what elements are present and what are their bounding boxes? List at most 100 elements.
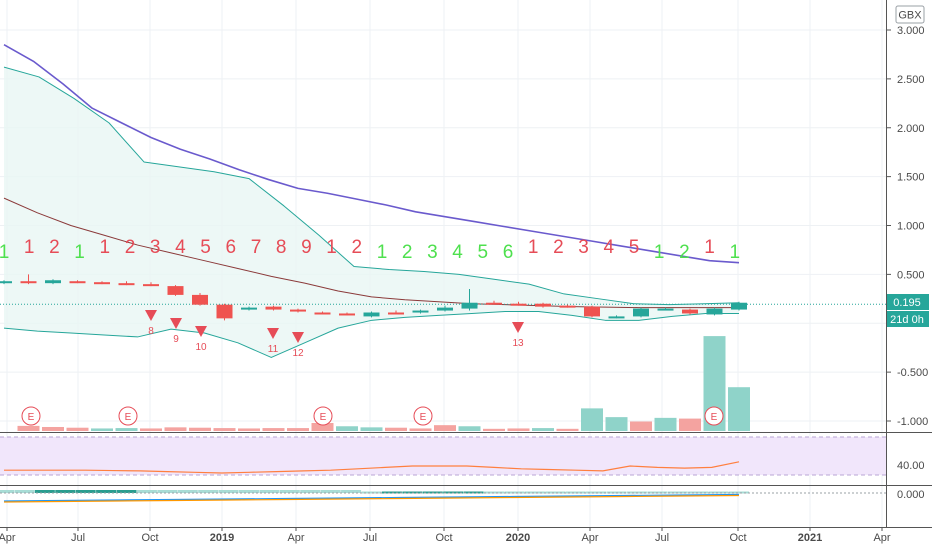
price-tick-label: 1.000	[897, 221, 925, 233]
candle-body	[45, 280, 61, 284]
sell-arrow	[195, 326, 207, 337]
candle-body	[241, 307, 257, 310]
td-count: 8	[276, 237, 287, 258]
candle-body	[535, 303, 551, 307]
sell-signal-count: 10	[195, 342, 207, 353]
price-tick-labels: 3.000 2.500 2.000 1.500 1.000 0.500 -0.500 -1.0…	[887, 25, 928, 428]
time-axis[interactable]: Apr Jul Oct 2019 Apr Jul Oct 2020 Apr Jul Oct 2021 A…	[0, 527, 932, 544]
sell-signal-count: 13	[512, 338, 524, 349]
volume-bar	[728, 387, 750, 431]
candle-body	[731, 302, 747, 310]
candle-body	[192, 294, 208, 305]
macd-histogram-bar	[688, 491, 709, 494]
macd-histogram-bar	[239, 490, 259, 493]
price-tick-label: 0.500	[897, 269, 925, 281]
sell-signal-count: 8	[148, 326, 154, 337]
candle-body	[94, 282, 110, 285]
price-tags: 0.195 21d 0h 40.00 0.000	[887, 294, 929, 501]
time-tick-label: Apr	[873, 532, 890, 544]
td-count: 1	[24, 237, 35, 258]
candle-body	[461, 302, 478, 309]
candle-body	[290, 309, 306, 312]
td-count: 6	[503, 242, 514, 263]
macd-histogram-bar	[136, 490, 157, 493]
volume-bar	[287, 428, 309, 431]
td-count: 2	[125, 237, 136, 258]
countdown-label: 21d 0h	[890, 314, 924, 326]
td-count: 2	[402, 242, 413, 263]
td-count: 9	[301, 237, 312, 258]
earnings-label: E	[125, 412, 132, 423]
candle-body	[388, 312, 404, 315]
price-tick-label: 1.500	[897, 172, 925, 184]
td-count: 1	[100, 237, 111, 258]
td-count: 5	[629, 237, 640, 258]
price-tick-label: 3.000	[897, 25, 925, 37]
volume-bars	[17, 336, 750, 431]
td-count: 1	[74, 242, 85, 263]
td-count: 2	[49, 237, 60, 258]
macd-histogram-bar	[320, 490, 341, 493]
macd-histogram-bar	[524, 491, 545, 494]
time-tick-label: Jul	[363, 532, 377, 544]
macd-histogram-bar	[341, 490, 362, 493]
sell-signals: 8 9 10 11 12 13	[145, 310, 524, 359]
td-count: 3	[427, 242, 438, 263]
volume-bar	[360, 427, 383, 431]
earnings-marker	[704, 406, 724, 426]
time-tick-label: 2021	[798, 532, 822, 544]
candle-body	[657, 308, 674, 311]
volume-bar	[409, 428, 432, 431]
td-count: 7	[251, 237, 262, 258]
earnings-label: E	[28, 412, 35, 423]
sell-arrow	[292, 332, 304, 343]
volume-bar	[483, 428, 505, 431]
earnings-label: E	[711, 412, 718, 423]
volume-bar	[605, 417, 628, 431]
volume-bar	[581, 408, 603, 431]
price-axis[interactable]: GBX	[886, 0, 925, 527]
candle-body	[412, 310, 429, 313]
volume-bar	[703, 336, 726, 431]
td-count: 3	[150, 237, 161, 258]
macd-tick-label: 0.000	[897, 489, 925, 501]
earnings-label: E	[420, 412, 427, 423]
candle-body	[486, 302, 502, 305]
macd-histogram-bar	[565, 491, 586, 494]
pane-separators[interactable]	[0, 432, 932, 486]
macd-line	[3, 493, 740, 502]
candle-body	[559, 305, 576, 308]
volume-bar	[213, 428, 236, 431]
macd-histogram-bar	[177, 490, 198, 493]
macd-histogram-bar	[381, 491, 402, 494]
candle-body	[314, 312, 331, 315]
candle-body	[118, 283, 135, 286]
volume-bar	[507, 428, 530, 431]
candle-body	[20, 281, 37, 284]
macd-histogram-bar	[279, 490, 300, 493]
price-tick-label: -0.500	[897, 367, 928, 379]
candle-body	[584, 306, 600, 317]
td-count: 1	[654, 242, 665, 263]
macd-histogram-bar	[0, 490, 14, 493]
earnings-marker	[118, 406, 138, 426]
td-count: 1	[730, 242, 741, 263]
td-count: 2	[553, 237, 564, 258]
earnings-marker	[21, 406, 41, 426]
candle-body	[339, 313, 355, 316]
last-price-tag	[887, 294, 929, 310]
macd-histogram-bar	[14, 490, 35, 493]
td-count: 6	[226, 237, 237, 258]
candle-body	[682, 309, 698, 314]
rsi-tick-label: 40.00	[897, 460, 925, 472]
macd-histogram-bar	[300, 490, 321, 493]
candle-body	[510, 303, 527, 306]
candles	[0, 274, 747, 321]
time-tick-label: Oct	[435, 532, 452, 544]
sell-signal-count: 9	[173, 334, 179, 345]
band-upper-line	[3, 66, 740, 306]
countdown-tag	[887, 311, 929, 327]
currency-badge[interactable]	[895, 5, 925, 24]
